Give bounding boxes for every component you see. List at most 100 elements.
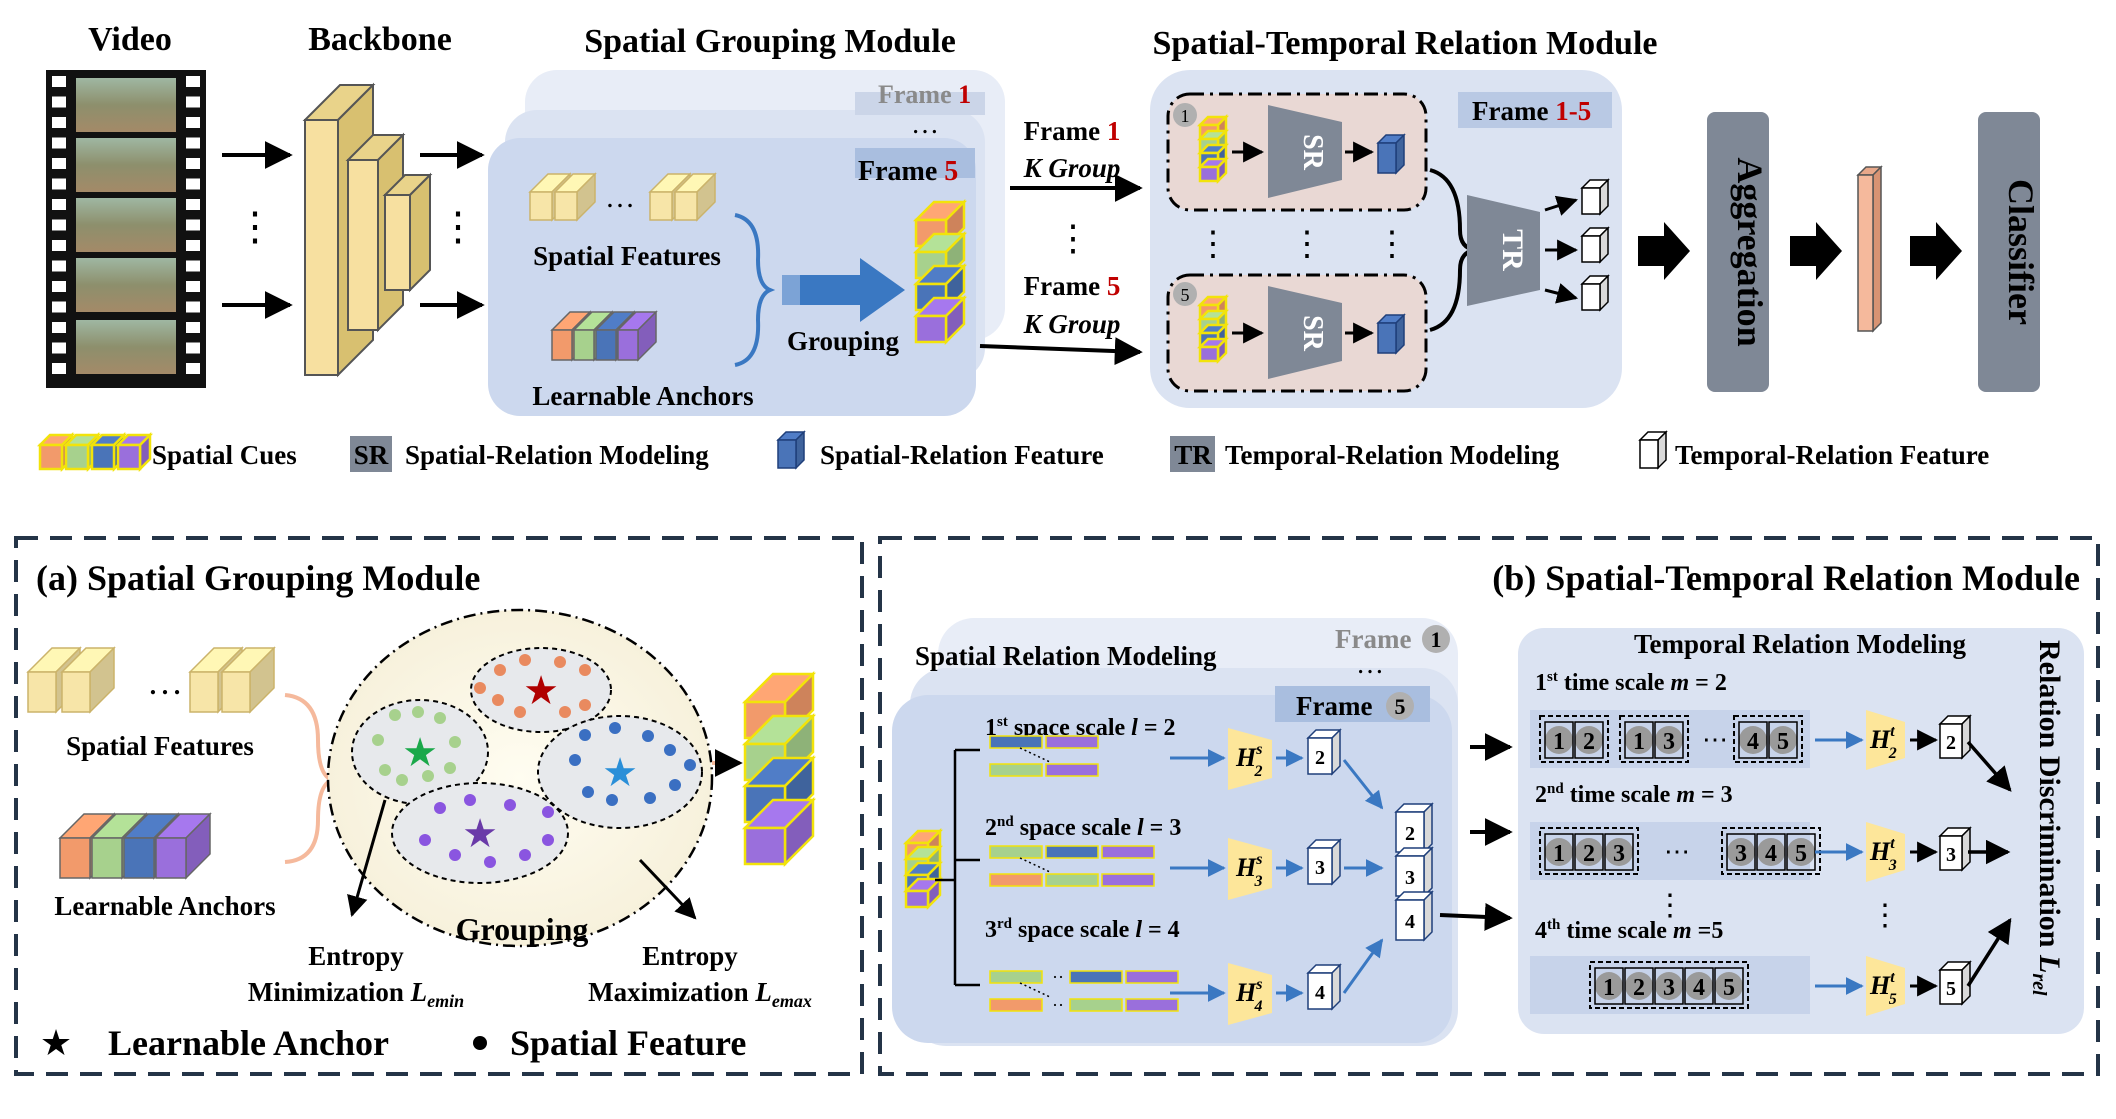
spatial-feature-dot (434, 712, 446, 724)
h-s-label: Hs 4 (1235, 976, 1262, 1015)
svg-text:4: 4 (1747, 729, 1759, 755)
spatial-feature-dot (609, 722, 621, 734)
panel-b-frame (878, 536, 2100, 1076)
spatial-feature-dot (504, 799, 516, 811)
video-filmstrip (46, 70, 206, 388)
title-strm: Spatial-Temporal Relation Module (1153, 25, 1658, 62)
spatial-feature-dot (484, 856, 496, 868)
h-s-label: Hs 2 (1235, 741, 1262, 780)
spatial-cue (912, 294, 968, 346)
space-scale-label: 3rd space scale l = 4 (985, 916, 1180, 943)
spatial-feature-dot (644, 792, 656, 804)
scale-bar (1045, 845, 1099, 859)
legend-sr-feature-icon (776, 430, 806, 470)
spatial-feature-dot (579, 729, 591, 741)
svg-text:4: 4 (1693, 975, 1705, 1001)
scale-bar (1125, 970, 1179, 984)
spatial-feature-dot (579, 699, 591, 711)
spatial-feature-dot (449, 736, 461, 748)
spatial-feature-dot (474, 682, 486, 694)
legend-sr-tag: SR (354, 440, 389, 470)
scale-bar (989, 873, 1043, 887)
panel-a-brace (284, 693, 338, 864)
h-t-label: Ht 2 (1869, 723, 1897, 762)
spatial-feature-dot (669, 779, 681, 791)
entropy-max-line1: Entropy (642, 941, 738, 971)
svg-text:1: 1 (1633, 729, 1645, 755)
spatial-feature-bar (553, 172, 597, 222)
temporal-relation-feature (1638, 430, 1668, 470)
h-t-label: Ht 5 (1869, 969, 1897, 1008)
spatial-feature-dot (559, 706, 571, 718)
spatial-relation-feature (1306, 728, 1342, 776)
temporal-relation-feature (1580, 178, 1610, 216)
tr-block (1467, 195, 1540, 306)
spatial-feature-dot (389, 709, 401, 721)
stacked-relation-feature (1394, 846, 1434, 898)
panel-b-title: (b) Spatial-Temporal Relation Module (1492, 558, 2080, 598)
spatial-feature-dot (606, 794, 618, 806)
spatial-feature-dot (372, 734, 384, 746)
time-scale-label: 2nd time scale m = 3 (1535, 781, 1733, 808)
legend-tr-tag: TR (1174, 440, 1212, 470)
spatial-relation-feature (1306, 963, 1342, 1011)
strm-frames-tab (1458, 92, 1612, 128)
aggregation-block (1707, 112, 1769, 392)
aggregated-feature-bar (1856, 165, 1883, 333)
svg-text:…: … (1356, 649, 1384, 680)
panel-a-title: (a) Spatial Grouping Module (36, 558, 480, 598)
svg-text:⋮: ⋮ (1290, 226, 1324, 263)
sr-label-frame5: SR (1297, 315, 1328, 352)
title-sgm: Spatial Grouping Module (584, 23, 956, 60)
spatial-feature-dot (664, 744, 676, 756)
spatial-relation-feature (776, 430, 806, 470)
panel-a-spatial-features: Spatial Features (66, 731, 254, 761)
svg-text:5: 5 (1777, 729, 1789, 755)
arrow-entropy-max (638, 858, 697, 920)
strm-cues-frame5 (1196, 293, 1230, 365)
svg-text:2: 2 (1633, 975, 1645, 1001)
panel-a-learnable-anchors: Learnable Anchors (54, 891, 275, 921)
vdots-backbone: ⋮ (438, 204, 478, 249)
stacked-relation-feature (1394, 802, 1434, 854)
srm-frame-back: Frame (1335, 624, 1411, 654)
learnable-anchor-star: ★ (602, 750, 638, 795)
spatial-relation-feature (1376, 313, 1406, 355)
legend-spatial-cues-icon (36, 431, 154, 473)
svg-text:⋮: ⋮ (1870, 899, 1900, 932)
svg-text:3: 3 (1663, 729, 1675, 755)
entropy-min-line2: Minimization Lemin (248, 977, 464, 1011)
backbone-blocks (302, 82, 433, 378)
spatial-cue (1196, 155, 1230, 185)
strm-frames-label: Frame 1-5 (1472, 96, 1591, 126)
svg-text:4: 4 (1765, 841, 1777, 867)
spatial-feature-dot (396, 774, 408, 786)
legend-dot-icon (473, 1036, 487, 1050)
spatial-relation-head (1228, 963, 1272, 1025)
svg-text:1: 1 (1553, 729, 1565, 755)
mid-frame5-label: Frame 5 (1024, 271, 1121, 301)
spatial-feature-dot (684, 759, 696, 771)
spatial-feature-dot (542, 806, 554, 818)
cluster-1: ★ (470, 647, 612, 733)
legend-sr-icon (350, 436, 392, 472)
panel-a-grouping: Grouping (456, 911, 589, 947)
panel-a-dots: … (147, 662, 183, 702)
scale-bar (1101, 845, 1155, 859)
scale-bar (1069, 970, 1123, 984)
svg-text:5: 5 (1723, 975, 1735, 1001)
spatial-feature-dot (579, 664, 591, 676)
scale-bar (989, 735, 1043, 749)
feature-index: 2 (1315, 747, 1325, 769)
spatial-feature-dot (419, 834, 431, 846)
svg-text:3: 3 (1663, 975, 1675, 1001)
legend-sr-label: Spatial-Relation Modeling (405, 440, 709, 470)
svg-text:··: ·· (1052, 995, 1064, 1015)
spatial-cue (88, 431, 128, 473)
